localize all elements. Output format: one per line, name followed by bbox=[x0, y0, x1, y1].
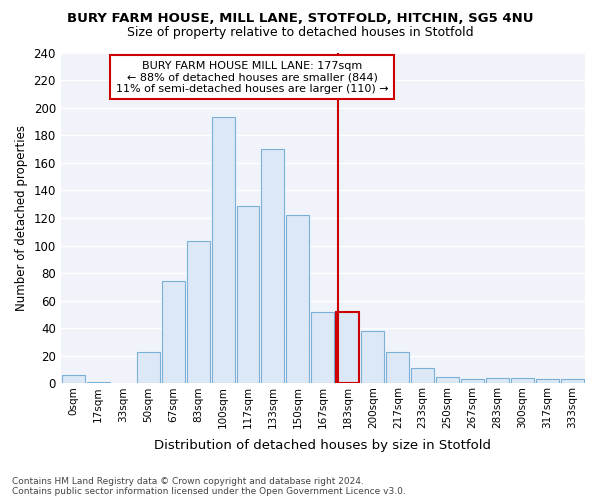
X-axis label: Distribution of detached houses by size in Stotfold: Distribution of detached houses by size … bbox=[154, 440, 491, 452]
Bar bbox=[286, 215, 310, 384]
Bar bbox=[361, 331, 385, 384]
Bar bbox=[62, 375, 85, 384]
Bar bbox=[262, 149, 284, 384]
Bar bbox=[87, 382, 110, 384]
Text: BURY FARM HOUSE, MILL LANE, STOTFOLD, HITCHIN, SG5 4NU: BURY FARM HOUSE, MILL LANE, STOTFOLD, HI… bbox=[67, 12, 533, 26]
Bar bbox=[536, 380, 559, 384]
Bar bbox=[511, 378, 534, 384]
Text: BURY FARM HOUSE MILL LANE: 177sqm
← 88% of detached houses are smaller (844)
11%: BURY FARM HOUSE MILL LANE: 177sqm ← 88% … bbox=[116, 60, 388, 94]
Y-axis label: Number of detached properties: Number of detached properties bbox=[15, 125, 28, 311]
Bar bbox=[161, 282, 185, 384]
Text: Size of property relative to detached houses in Stotfold: Size of property relative to detached ho… bbox=[127, 26, 473, 39]
Bar bbox=[561, 380, 584, 384]
Bar bbox=[461, 380, 484, 384]
Bar bbox=[212, 118, 235, 384]
Text: Contains public sector information licensed under the Open Government Licence v3: Contains public sector information licen… bbox=[12, 487, 406, 496]
Bar bbox=[411, 368, 434, 384]
Bar bbox=[337, 312, 359, 384]
Text: Contains HM Land Registry data © Crown copyright and database right 2024.: Contains HM Land Registry data © Crown c… bbox=[12, 477, 364, 486]
Bar bbox=[311, 312, 334, 384]
Bar bbox=[436, 376, 459, 384]
Bar bbox=[386, 352, 409, 384]
Bar bbox=[486, 378, 509, 384]
Bar bbox=[137, 352, 160, 384]
Bar bbox=[236, 206, 259, 384]
Bar bbox=[187, 242, 209, 384]
